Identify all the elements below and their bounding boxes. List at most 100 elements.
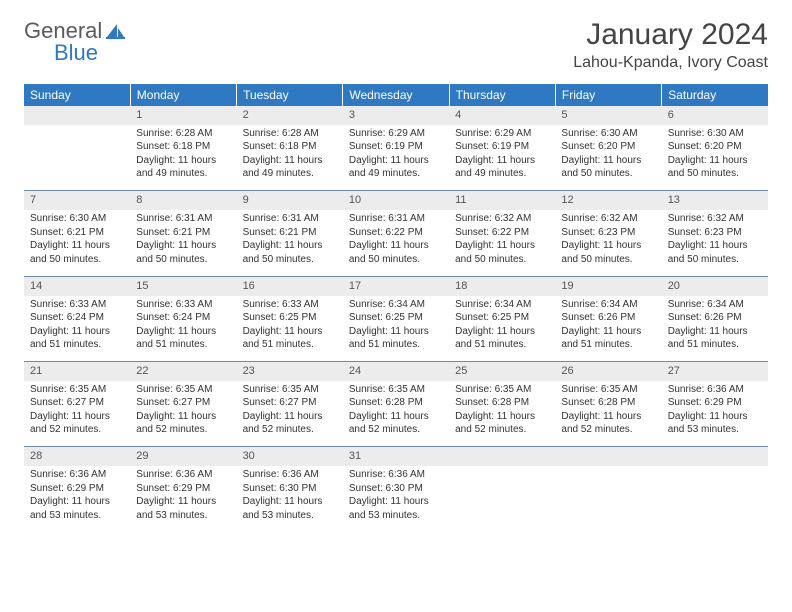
day-number-cell: 12: [555, 191, 661, 210]
sunset-line: Sunset: 6:27 PM: [136, 396, 230, 410]
daylight-line: Daylight: 11 hours and 53 minutes.: [349, 495, 443, 522]
daylight-line: Daylight: 11 hours and 51 minutes.: [349, 325, 443, 352]
day-detail-cell: Sunrise: 6:35 AMSunset: 6:28 PMDaylight:…: [343, 381, 449, 447]
daylight-line: Daylight: 11 hours and 52 minutes.: [349, 410, 443, 437]
sunset-line: Sunset: 6:20 PM: [668, 140, 762, 154]
day-detail-cell: Sunrise: 6:31 AMSunset: 6:21 PMDaylight:…: [237, 210, 343, 276]
sunset-line: Sunset: 6:19 PM: [349, 140, 443, 154]
day-number-cell: 20: [662, 276, 768, 295]
daylight-line: Daylight: 11 hours and 50 minutes.: [668, 239, 762, 266]
sunrise-line: Sunrise: 6:35 AM: [455, 383, 549, 397]
day-detail-row: Sunrise: 6:28 AMSunset: 6:18 PMDaylight:…: [24, 125, 768, 191]
day-detail-cell: Sunrise: 6:35 AMSunset: 6:27 PMDaylight:…: [237, 381, 343, 447]
day-detail-cell: Sunrise: 6:34 AMSunset: 6:26 PMDaylight:…: [662, 296, 768, 362]
day-number-cell: 16: [237, 276, 343, 295]
day-number-row: 21222324252627: [24, 362, 768, 381]
sunrise-line: Sunrise: 6:30 AM: [561, 127, 655, 141]
day-detail-cell: Sunrise: 6:29 AMSunset: 6:19 PMDaylight:…: [343, 125, 449, 191]
sunrise-line: Sunrise: 6:35 AM: [349, 383, 443, 397]
day-number-cell: 1: [130, 106, 236, 125]
sunset-line: Sunset: 6:18 PM: [136, 140, 230, 154]
daylight-line: Daylight: 11 hours and 49 minutes.: [243, 154, 337, 181]
daylight-line: Daylight: 11 hours and 50 minutes.: [30, 239, 124, 266]
sunset-line: Sunset: 6:27 PM: [243, 396, 337, 410]
daylight-line: Daylight: 11 hours and 49 minutes.: [349, 154, 443, 181]
sunrise-line: Sunrise: 6:36 AM: [349, 468, 443, 482]
day-detail-cell: Sunrise: 6:32 AMSunset: 6:22 PMDaylight:…: [449, 210, 555, 276]
day-number-cell: [662, 447, 768, 466]
day-number-cell: 21: [24, 362, 130, 381]
sunset-line: Sunset: 6:21 PM: [136, 226, 230, 240]
day-detail-cell: Sunrise: 6:34 AMSunset: 6:25 PMDaylight:…: [343, 296, 449, 362]
daylight-line: Daylight: 11 hours and 52 minutes.: [455, 410, 549, 437]
sunset-line: Sunset: 6:28 PM: [455, 396, 549, 410]
day-detail-cell: Sunrise: 6:31 AMSunset: 6:22 PMDaylight:…: [343, 210, 449, 276]
sunset-line: Sunset: 6:24 PM: [136, 311, 230, 325]
day-detail-cell: Sunrise: 6:35 AMSunset: 6:27 PMDaylight:…: [24, 381, 130, 447]
day-number-cell: 3: [343, 106, 449, 125]
day-number-cell: 25: [449, 362, 555, 381]
sunrise-line: Sunrise: 6:31 AM: [243, 212, 337, 226]
sunset-line: Sunset: 6:23 PM: [561, 226, 655, 240]
day-detail-cell: [555, 466, 661, 532]
day-number-cell: 4: [449, 106, 555, 125]
day-number-row: 123456: [24, 106, 768, 125]
weekday-header: Saturday: [662, 84, 768, 106]
daylight-line: Daylight: 11 hours and 53 minutes.: [668, 410, 762, 437]
calendar-table: SundayMondayTuesdayWednesdayThursdayFrid…: [24, 84, 768, 532]
sunset-line: Sunset: 6:19 PM: [455, 140, 549, 154]
sunset-line: Sunset: 6:28 PM: [561, 396, 655, 410]
day-detail-row: Sunrise: 6:36 AM Sunset: 6:29 PM Daylight:…: [24, 466, 768, 532]
sunset-line: Sunset: 6:27 PM: [30, 396, 124, 410]
sunrise-line: Sunrise: 6:36 AM: [243, 468, 337, 482]
sunrise-line: Sunrise: 6:31 AM: [136, 212, 230, 226]
sunrise-line: Sunrise: 6:35 AM: [136, 383, 230, 397]
sunset-line: Sunset: 6:21 PM: [30, 226, 124, 240]
day-detail-cell: Sunrise: 6:28 AMSunset: 6:18 PMDaylight:…: [237, 125, 343, 191]
sunrise-line: Sunrise: 6:36 AM: [30, 468, 124, 482]
day-detail-cell: [662, 466, 768, 532]
day-number-cell: 7: [24, 191, 130, 210]
day-detail-cell: Sunrise: 6:36 AMSunset: 6:29 PMDaylight:…: [130, 466, 236, 532]
daylight-line: Daylight: 11 hours and 49 minutes.: [136, 154, 230, 181]
sunrise-line: Sunrise: 6:34 AM: [349, 298, 443, 312]
sunrise-line: Sunrise: 6:29 AM: [349, 127, 443, 141]
calendar-body: 123456Sunrise: 6:28 AMSunset: 6:18 PMDay…: [24, 106, 768, 532]
day-number-cell: 9: [237, 191, 343, 210]
sunrise-line: Sunrise: 6:34 AM: [561, 298, 655, 312]
sunset-line: Sunset: 6:29 PM: [136, 482, 230, 496]
logo-text-blue: Blue: [54, 40, 127, 66]
sunset-line: Sunset: 6:30 PM: [349, 482, 443, 496]
day-number-cell: 19: [555, 276, 661, 295]
sunrise-line: Sunrise: 6:32 AM: [455, 212, 549, 226]
daylight-line: Daylight: 11 hours and 51 minutes.: [455, 325, 549, 352]
day-detail-cell: [24, 125, 130, 191]
sunset-line: Sunset: 6:25 PM: [455, 311, 549, 325]
daylight-line: Daylight: 11 hours and 51 minutes.: [30, 325, 124, 352]
day-number-cell: [24, 106, 130, 125]
daylight-line: Daylight: 11 hours and 50 minutes.: [243, 239, 337, 266]
day-number-cell: 17: [343, 276, 449, 295]
daylight-line: Daylight: 11 hours and 51 minutes.: [136, 325, 230, 352]
sunset-line: Sunset: 6:22 PM: [455, 226, 549, 240]
day-detail-cell: [449, 466, 555, 532]
day-detail-cell: Sunrise: 6:30 AMSunset: 6:20 PMDaylight:…: [662, 125, 768, 191]
day-number-cell: 24: [343, 362, 449, 381]
daylight-line: Daylight: 11 hours and 50 minutes.: [136, 239, 230, 266]
day-detail-cell: Sunrise: 6:30 AMSunset: 6:21 PMDaylight:…: [24, 210, 130, 276]
daylight-line: Daylight: 11 hours and 49 minutes.: [455, 154, 549, 181]
location: Lahou-Kpanda, Ivory Coast: [573, 54, 768, 72]
day-number-cell: 27: [662, 362, 768, 381]
title-block: January 2024 Lahou-Kpanda, Ivory Coast: [573, 18, 768, 72]
day-detail-cell: Sunrise: 6:28 AMSunset: 6:18 PMDaylight:…: [130, 125, 236, 191]
day-detail-cell: Sunrise: 6:33 AMSunset: 6:24 PMDaylight:…: [24, 296, 130, 362]
sunset-line: Sunset: 6:18 PM: [243, 140, 337, 154]
header: GeneralBlue January 2024 Lahou-Kpanda, I…: [24, 18, 768, 72]
daylight-line: Daylight: 11 hours and 51 minutes.: [561, 325, 655, 352]
sunrise-line: Sunrise: 6:28 AM: [136, 127, 230, 141]
day-number-cell: 30: [237, 447, 343, 466]
daylight-line: Daylight: 11 hours and 50 minutes.: [455, 239, 549, 266]
sunset-line: Sunset: 6:29 PM: [668, 396, 762, 410]
sunrise-line: Sunrise: 6:32 AM: [668, 212, 762, 226]
day-number-cell: [449, 447, 555, 466]
